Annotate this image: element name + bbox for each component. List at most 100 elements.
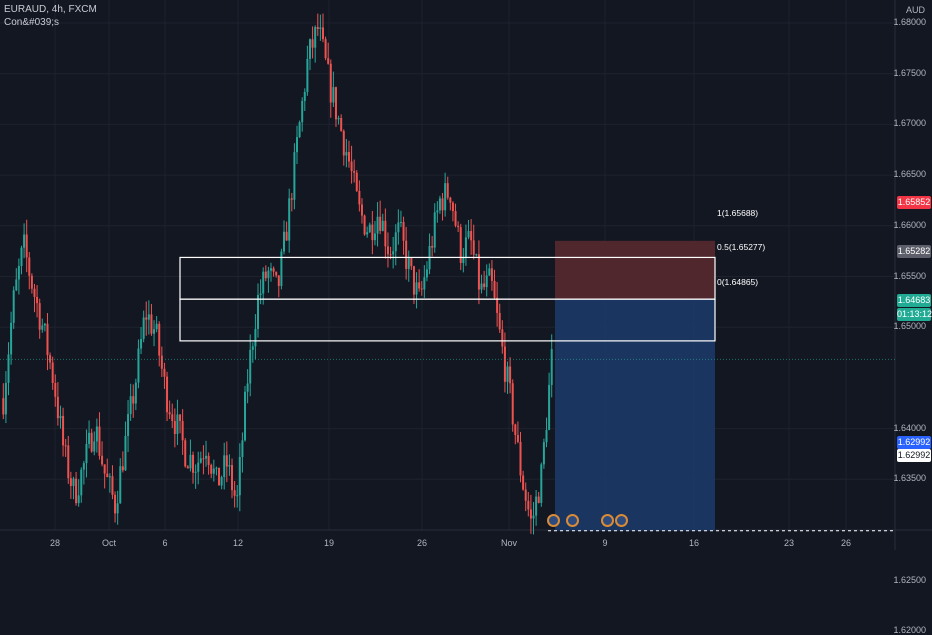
candle-body [72, 478, 75, 486]
economic-event-icon[interactable] [547, 514, 560, 527]
candle-body [282, 231, 285, 252]
candle-body [207, 455, 210, 465]
candle-body [140, 338, 143, 349]
candle-body [355, 172, 358, 191]
candle-body [418, 282, 421, 289]
time-tick-label: 28 [49, 538, 61, 548]
candle-body [334, 87, 337, 120]
time-tick-label: Nov [500, 538, 518, 548]
fib-label-0-5: 0.5(1.65277) [717, 242, 766, 252]
candle-body [90, 432, 93, 452]
candle-body [514, 424, 517, 436]
candle-body [327, 58, 330, 64]
candle-body [397, 222, 400, 233]
countdown-badge: 01:13:12 [897, 308, 932, 321]
candle-body [15, 279, 18, 291]
mid-price-badge: 1.65282 [897, 245, 931, 258]
price-tick-label: 1.62500 [893, 574, 926, 585]
candle-body [147, 314, 150, 320]
candle-body [524, 489, 527, 501]
candle-body [324, 39, 327, 59]
candle-body [272, 268, 275, 272]
candle-body [69, 478, 72, 486]
candle-body [436, 210, 439, 213]
candle-body [407, 258, 410, 269]
stop-price-badge: 1.65852 [897, 196, 931, 209]
candle-body [233, 490, 236, 496]
candle-body [288, 198, 291, 241]
candle-body [82, 463, 85, 470]
candle-body [212, 468, 215, 474]
time-tick-label: 16 [688, 538, 700, 548]
candle-body [394, 232, 397, 252]
candle-body [384, 220, 387, 247]
candle-body [358, 190, 361, 205]
candle-body [373, 233, 376, 241]
candle-body [314, 26, 317, 48]
candle-body [522, 475, 525, 490]
candle-body [176, 414, 179, 434]
candle-body [501, 329, 504, 347]
candle-body [342, 130, 345, 156]
price-chart[interactable] [0, 0, 932, 550]
candle-body [293, 152, 296, 200]
candle-body [75, 478, 78, 504]
candle-body [4, 382, 7, 415]
candle-body [545, 429, 548, 443]
candle-body [150, 314, 153, 334]
candle-body [301, 100, 304, 123]
take-profit-zone [555, 299, 715, 531]
candle-body [215, 467, 218, 469]
candle-body [379, 216, 382, 231]
candle-body [449, 197, 452, 203]
candle-body [95, 426, 98, 442]
candle-body [132, 396, 135, 404]
candle-body [114, 494, 117, 514]
candle-body [485, 275, 488, 288]
candle-body [511, 383, 514, 425]
candle-body [28, 257, 31, 276]
candle-body [319, 27, 322, 30]
candle-body [41, 325, 44, 330]
candle-body [532, 515, 535, 519]
candle-body [360, 204, 363, 216]
candle-body [399, 221, 402, 223]
candle-body [446, 183, 449, 198]
candle-body [308, 39, 311, 59]
candle-body [527, 500, 530, 510]
candle-body [381, 220, 384, 231]
candle-body [199, 458, 202, 463]
candle-body [7, 354, 10, 383]
candle-body [488, 268, 491, 276]
candle-body [155, 323, 158, 330]
candle-body [298, 122, 301, 138]
candle-body [548, 384, 551, 430]
candle-body [490, 268, 493, 281]
candle-body [33, 288, 36, 297]
current-price-badge: 1.64683 [897, 294, 931, 307]
candle-body [163, 368, 166, 377]
candle-body [392, 251, 395, 255]
candle-body [264, 271, 267, 279]
candle-body [506, 366, 509, 382]
candle-body [166, 376, 169, 413]
candle-body [285, 231, 288, 241]
economic-event-icon[interactable] [615, 514, 628, 527]
economic-event-icon[interactable] [601, 514, 614, 527]
candle-body [433, 212, 436, 248]
candle-body [438, 198, 441, 211]
candle-body [467, 231, 470, 238]
candle-body [181, 420, 184, 441]
candle-body [454, 211, 457, 226]
candle-body [329, 63, 332, 103]
candle-body [480, 283, 483, 290]
candle-body [220, 477, 223, 486]
candle-body [20, 247, 23, 267]
economic-event-icon[interactable] [566, 514, 579, 527]
candle-body [25, 234, 28, 258]
price-tick-label: 1.66500 [893, 169, 926, 180]
candle-body [249, 349, 252, 384]
candle-body [173, 421, 176, 434]
price-tick-label: 1.63500 [893, 473, 926, 484]
candle-body [241, 440, 244, 457]
